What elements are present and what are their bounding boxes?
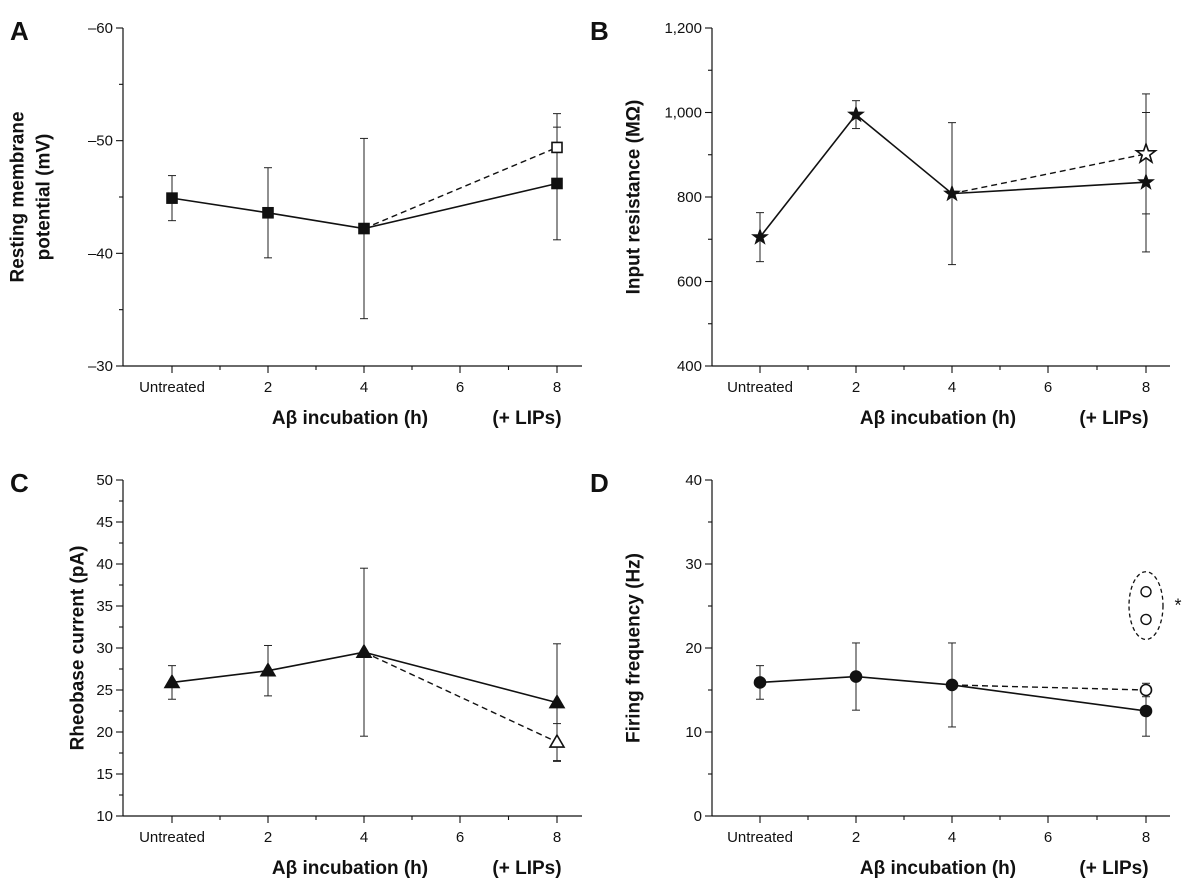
- x-tick-label: 2: [852, 829, 860, 846]
- y-tick-label: 1,200: [664, 20, 702, 37]
- y-tick-label: 15: [96, 766, 113, 783]
- data-point-triangle: [548, 694, 566, 709]
- x-tick-label: 2: [852, 379, 860, 396]
- y-tick-label: –50: [88, 133, 113, 150]
- x-tick-label: 4: [948, 829, 956, 846]
- x-tick-label: 6: [1044, 829, 1052, 846]
- data-point-triangle: [259, 662, 277, 677]
- x-tick-label: 8: [1142, 379, 1150, 396]
- x-axis-suffix-label: (+ LIPs): [492, 408, 561, 429]
- y-axis-label: potential (mV): [34, 134, 55, 261]
- y-tick-label: 10: [685, 724, 702, 741]
- y-axis-label: Firing frequency (Hz): [624, 553, 645, 743]
- data-point-triangle: [548, 733, 566, 748]
- x-tick-label: 6: [456, 829, 464, 846]
- y-tick-label: 30: [96, 640, 113, 657]
- data-point-square: [262, 206, 274, 219]
- y-tick-label: 10: [96, 808, 113, 825]
- x-axis-label: Aβ incubation (h): [272, 858, 428, 879]
- x-tick-label: 8: [553, 379, 561, 396]
- panel-letter: D: [590, 468, 609, 498]
- x-tick-label: 6: [456, 379, 464, 396]
- y-tick-label: 40: [96, 556, 113, 573]
- series-line-solid: [171, 182, 558, 230]
- y-tick-label: 25: [96, 682, 113, 699]
- series-line-dashed: [951, 684, 1147, 691]
- x-axis-suffix-label: (+ LIPs): [1079, 408, 1148, 429]
- series-line-solid: [759, 675, 1147, 712]
- outlier-group-ellipse: [1128, 571, 1164, 641]
- y-tick-label: 30: [685, 556, 702, 573]
- y-tick-label: 40: [685, 472, 702, 489]
- data-point-square: [358, 222, 370, 235]
- x-tick-label: 8: [1142, 829, 1150, 846]
- y-tick-label: 45: [96, 514, 113, 531]
- data-point-triangle: [355, 643, 373, 659]
- x-axis-label: Aβ incubation (h): [860, 408, 1016, 429]
- x-tick-label: 2: [264, 829, 272, 846]
- x-tick-label: Untreated: [139, 829, 205, 846]
- y-tick-label: –60: [88, 20, 113, 37]
- x-tick-label: 4: [360, 379, 368, 396]
- y-tick-label: 20: [685, 640, 702, 657]
- y-tick-label: 0: [694, 808, 702, 825]
- data-point-star: [1137, 172, 1155, 190]
- panel-letter: A: [10, 16, 29, 46]
- data-point-star: [1134, 141, 1158, 164]
- x-tick-label: 6: [1044, 379, 1052, 396]
- x-axis-suffix-label: (+ LIPs): [492, 858, 561, 879]
- y-tick-label: 400: [677, 358, 702, 375]
- data-point-circle: [849, 670, 863, 683]
- panel-letter: C: [10, 468, 29, 498]
- data-point-circle: [1139, 683, 1153, 697]
- y-tick-label: –40: [88, 245, 113, 262]
- significance-asterisk: *: [1174, 596, 1181, 616]
- data-point-circle: [945, 678, 959, 692]
- y-tick-label: 600: [677, 274, 702, 291]
- y-axis-label: Resting membrane: [8, 111, 29, 282]
- y-tick-label: –30: [88, 358, 113, 375]
- x-tick-label: Untreated: [727, 829, 793, 846]
- y-axis-label: Input resistance (MΩ): [624, 100, 645, 295]
- x-axis-label: Aβ incubation (h): [860, 858, 1016, 879]
- x-tick-label: 4: [948, 379, 956, 396]
- data-point-star: [751, 227, 769, 245]
- y-tick-label: 1,000: [664, 105, 702, 122]
- y-tick-label: 50: [96, 472, 113, 489]
- panel-d: D 0 10 20 30 40 Untreated 2 4 6 8 Firing frequency …: [590, 468, 1182, 879]
- data-point-triangle: [163, 673, 181, 689]
- y-tick-label: 20: [96, 724, 113, 741]
- panel-letter: B: [590, 16, 609, 46]
- series-line-dashed: [363, 651, 558, 743]
- series-line-solid: [759, 113, 1147, 238]
- series-line-solid: [171, 651, 558, 704]
- y-tick-label: 35: [96, 598, 113, 615]
- x-tick-label: Untreated: [727, 379, 793, 396]
- data-point-square: [166, 192, 178, 204]
- x-tick-label: 8: [553, 829, 561, 846]
- data-point-star: [943, 184, 961, 202]
- panel-b: B 400 600 800 1,000 1,200 Untreated 2 4 6 8 Input r…: [590, 16, 1170, 429]
- x-tick-label: 2: [264, 379, 272, 396]
- panel-a: A –60 –50 –40 –30 Untreated 2 4 6 8 Resting membra…: [8, 16, 582, 429]
- data-point-square: [551, 177, 563, 190]
- x-axis-suffix-label: (+ LIPs): [1079, 858, 1148, 879]
- x-tick-label: 4: [360, 829, 368, 846]
- data-point-circle: [1139, 704, 1153, 718]
- panel-c: C 10 15 20 25 30 35 40 45 50 Untreated 2 4 6 8 Rheobase…: [10, 468, 582, 879]
- outlier-point: [1140, 586, 1152, 598]
- y-tick-label: 800: [677, 189, 702, 206]
- data-point-square: [551, 141, 563, 154]
- y-axis-label: Rheobase current (pA): [68, 546, 89, 751]
- series-line-dashed: [951, 153, 1147, 195]
- data-point-circle: [753, 676, 767, 689]
- x-tick-label: Untreated: [139, 379, 205, 396]
- x-axis-label: Aβ incubation (h): [272, 408, 428, 429]
- data-point-star: [847, 105, 865, 123]
- series-line-dashed: [363, 146, 558, 230]
- outlier-point: [1140, 613, 1152, 626]
